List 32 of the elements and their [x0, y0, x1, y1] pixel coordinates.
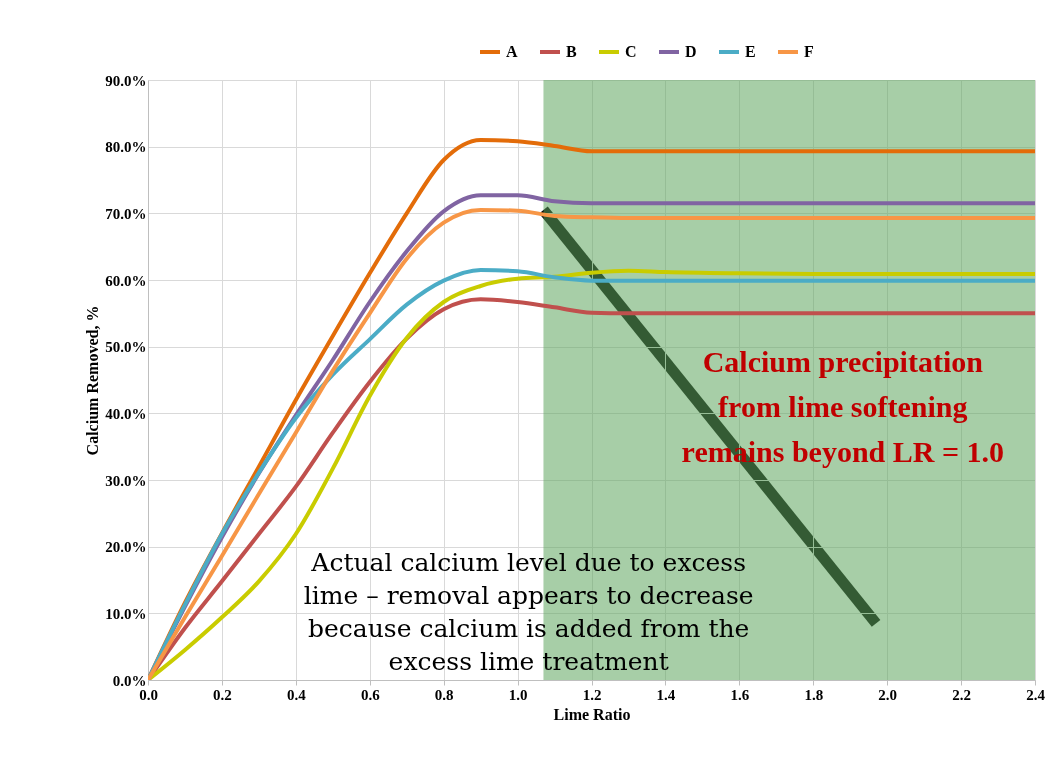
- x-tick-label: 0.8: [434, 686, 454, 703]
- y-tick-label: 50.0%: [105, 339, 147, 356]
- legend-label: A: [506, 43, 518, 60]
- legend-label: E: [745, 43, 756, 60]
- x-tick-label: 2.4: [1026, 686, 1046, 703]
- x-tick-label: 1.0: [508, 686, 528, 703]
- y-tick-label: 90.0%: [105, 72, 147, 89]
- legend-label: B: [566, 43, 577, 60]
- annotation: Actual calcium level due to excess lime – removal appears to decrease because calcium is added from the excess lime treatment: [303, 548, 754, 677]
- y-tick-label: 30.0%: [105, 472, 147, 489]
- x-tick-label: 0.6: [360, 686, 381, 703]
- y-tick-label: 10.0%: [105, 605, 147, 622]
- x-tick-label: 2.0: [878, 686, 898, 703]
- x-tick-label: 1.8: [804, 686, 824, 703]
- x-axis-title: Lime Ratio: [553, 705, 631, 723]
- x-tick-label: 1.4: [656, 686, 676, 703]
- legend-label: C: [625, 43, 637, 60]
- y-tick-label: 20.0%: [105, 539, 147, 556]
- x-tick-label: 0.2: [213, 686, 232, 703]
- y-tick-label: 60.0%: [105, 272, 147, 289]
- y-tick-label: 0.0%: [112, 672, 147, 689]
- x-tick-label: 0.0: [139, 686, 158, 703]
- legend-label: D: [685, 43, 697, 60]
- y-tick-label: 40.0%: [105, 405, 147, 422]
- x-tick-label: 1.6: [730, 686, 750, 703]
- legend-label: F: [804, 43, 814, 60]
- x-tick-label: 2.2: [952, 686, 971, 703]
- y-axis-title: Calcium Removed, %: [84, 305, 102, 456]
- y-tick-label: 80.0%: [105, 139, 147, 156]
- y-tick-label: 70.0%: [105, 205, 147, 222]
- x-tick-label: 1.2: [582, 686, 602, 703]
- x-tick-label: 0.4: [286, 686, 307, 703]
